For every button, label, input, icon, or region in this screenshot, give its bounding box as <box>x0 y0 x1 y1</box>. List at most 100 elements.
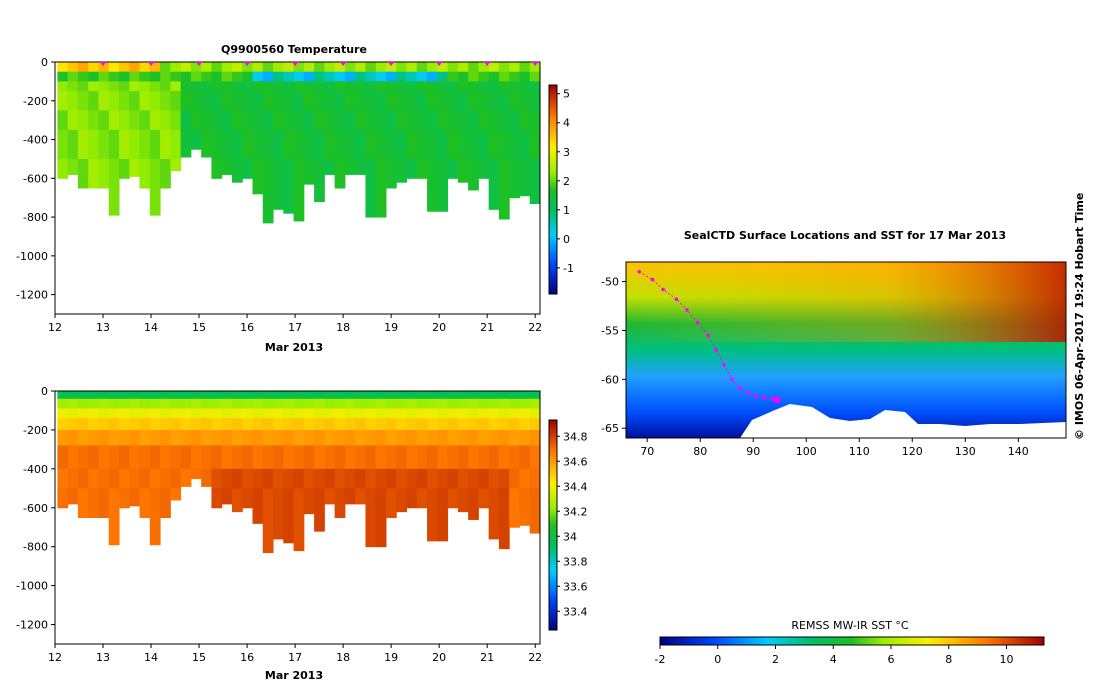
salinity-cell <box>252 468 264 489</box>
salinity-cell <box>324 429 336 446</box>
temperature-cell <box>149 91 161 111</box>
salinity-cell <box>149 488 161 546</box>
temperature-cell <box>303 81 315 92</box>
temperature-cell <box>488 81 500 92</box>
x-tick-label: 13 <box>96 321 110 334</box>
salinity-cell <box>262 488 274 554</box>
temperature-cell <box>437 158 449 212</box>
salinity-cell <box>252 398 264 410</box>
salinity-cell <box>324 488 336 505</box>
salinity-cell <box>344 391 356 400</box>
salinity-cell <box>293 445 305 470</box>
y-tick-label: -200 <box>23 424 48 437</box>
x-tick-label: 19 <box>384 651 398 664</box>
temperature-cell <box>283 62 295 73</box>
salinity-cell <box>498 398 510 410</box>
temperature-cell <box>447 110 459 131</box>
salinity-cell <box>149 468 161 489</box>
temperature-cell <box>498 62 510 73</box>
salinity-cell <box>98 398 110 410</box>
temperature-cell <box>129 129 141 160</box>
salinity-cell <box>344 398 356 410</box>
temperature-cell <box>427 91 438 111</box>
temperature-cell <box>468 158 479 191</box>
salinity-cell <box>365 408 377 419</box>
sst-colorbar-tick-label: -2 <box>655 653 666 666</box>
y-tick-label: -1200 <box>16 619 48 632</box>
salinity-cell <box>139 408 151 419</box>
salinity-cell <box>457 398 469 410</box>
temperature-cell <box>119 91 130 111</box>
temperature-cell <box>355 158 366 175</box>
salinity-cell <box>437 468 449 489</box>
colorbar-tick-label: 5 <box>563 88 570 101</box>
salinity-cell <box>57 391 69 400</box>
temperature-cell <box>396 129 408 160</box>
temperature-cell <box>77 62 89 73</box>
colorbar-tick-label: 1 <box>563 204 570 217</box>
salinity-cell <box>416 408 428 419</box>
temperature-cell <box>139 158 151 189</box>
salinity-cell <box>98 488 110 518</box>
temperature-cell <box>283 110 295 131</box>
salinity-cell <box>385 488 397 518</box>
salinity-cell <box>67 429 79 446</box>
temperature-cast-markers <box>100 62 539 66</box>
temperature-cell <box>283 158 295 214</box>
temperature-cell <box>139 81 151 92</box>
temperature-cell <box>149 158 161 216</box>
temperature-cell <box>529 71 541 82</box>
salinity-cell <box>231 468 243 489</box>
salinity-cell <box>180 429 192 446</box>
x-tick-label: 20 <box>432 651 446 664</box>
salinity-cell <box>478 418 490 431</box>
temperature-cell <box>190 91 202 111</box>
salinity-cell <box>139 398 151 410</box>
temperature-cell <box>447 158 459 179</box>
salinity-cell <box>211 398 223 410</box>
y-tick-label: -1000 <box>16 250 48 263</box>
salinity-cell <box>396 468 408 489</box>
salinity-cell <box>98 429 110 446</box>
temperature-cell <box>129 158 141 177</box>
salinity-cell <box>293 429 305 446</box>
temperature-cell <box>67 71 79 82</box>
salinity-cell <box>519 408 531 419</box>
salinity-cell <box>314 468 325 489</box>
salinity-cell <box>57 398 69 410</box>
salinity-cell <box>385 398 397 410</box>
temperature-cell <box>252 129 264 160</box>
salinity-cell <box>88 488 99 518</box>
temperature-cell <box>519 158 531 197</box>
salinity-cell <box>457 408 469 419</box>
temperature-cell <box>283 129 295 160</box>
salinity-cell <box>334 468 346 489</box>
salinity-cell <box>119 445 130 470</box>
temperature-cell <box>108 81 120 92</box>
temperature-cell <box>427 158 438 212</box>
salinity-plot-frame <box>54 390 541 645</box>
temperature-cell <box>88 91 99 111</box>
track-point <box>738 386 742 390</box>
salinity-cell <box>303 488 315 515</box>
salinity-cell <box>427 418 438 431</box>
salinity-cell <box>529 429 541 446</box>
salinity-cell <box>149 418 161 431</box>
temperature-cell <box>385 62 397 73</box>
salinity-cell <box>180 398 192 410</box>
salinity-cell <box>355 391 366 400</box>
salinity-cell <box>283 391 295 400</box>
temperature-cell <box>231 158 243 183</box>
salinity-cell <box>427 391 438 400</box>
temperature-cell <box>231 110 243 131</box>
temperature-cell <box>273 91 284 111</box>
cast-marker <box>148 62 155 66</box>
temperature-cell <box>108 158 120 216</box>
salinity-cell <box>139 391 151 400</box>
salinity-cell <box>119 398 130 410</box>
temperature-cell <box>385 158 397 189</box>
temperature-cell <box>488 129 500 160</box>
salinity-cell <box>529 418 541 431</box>
temperature-cell <box>468 110 479 131</box>
salinity-cell <box>416 488 428 509</box>
